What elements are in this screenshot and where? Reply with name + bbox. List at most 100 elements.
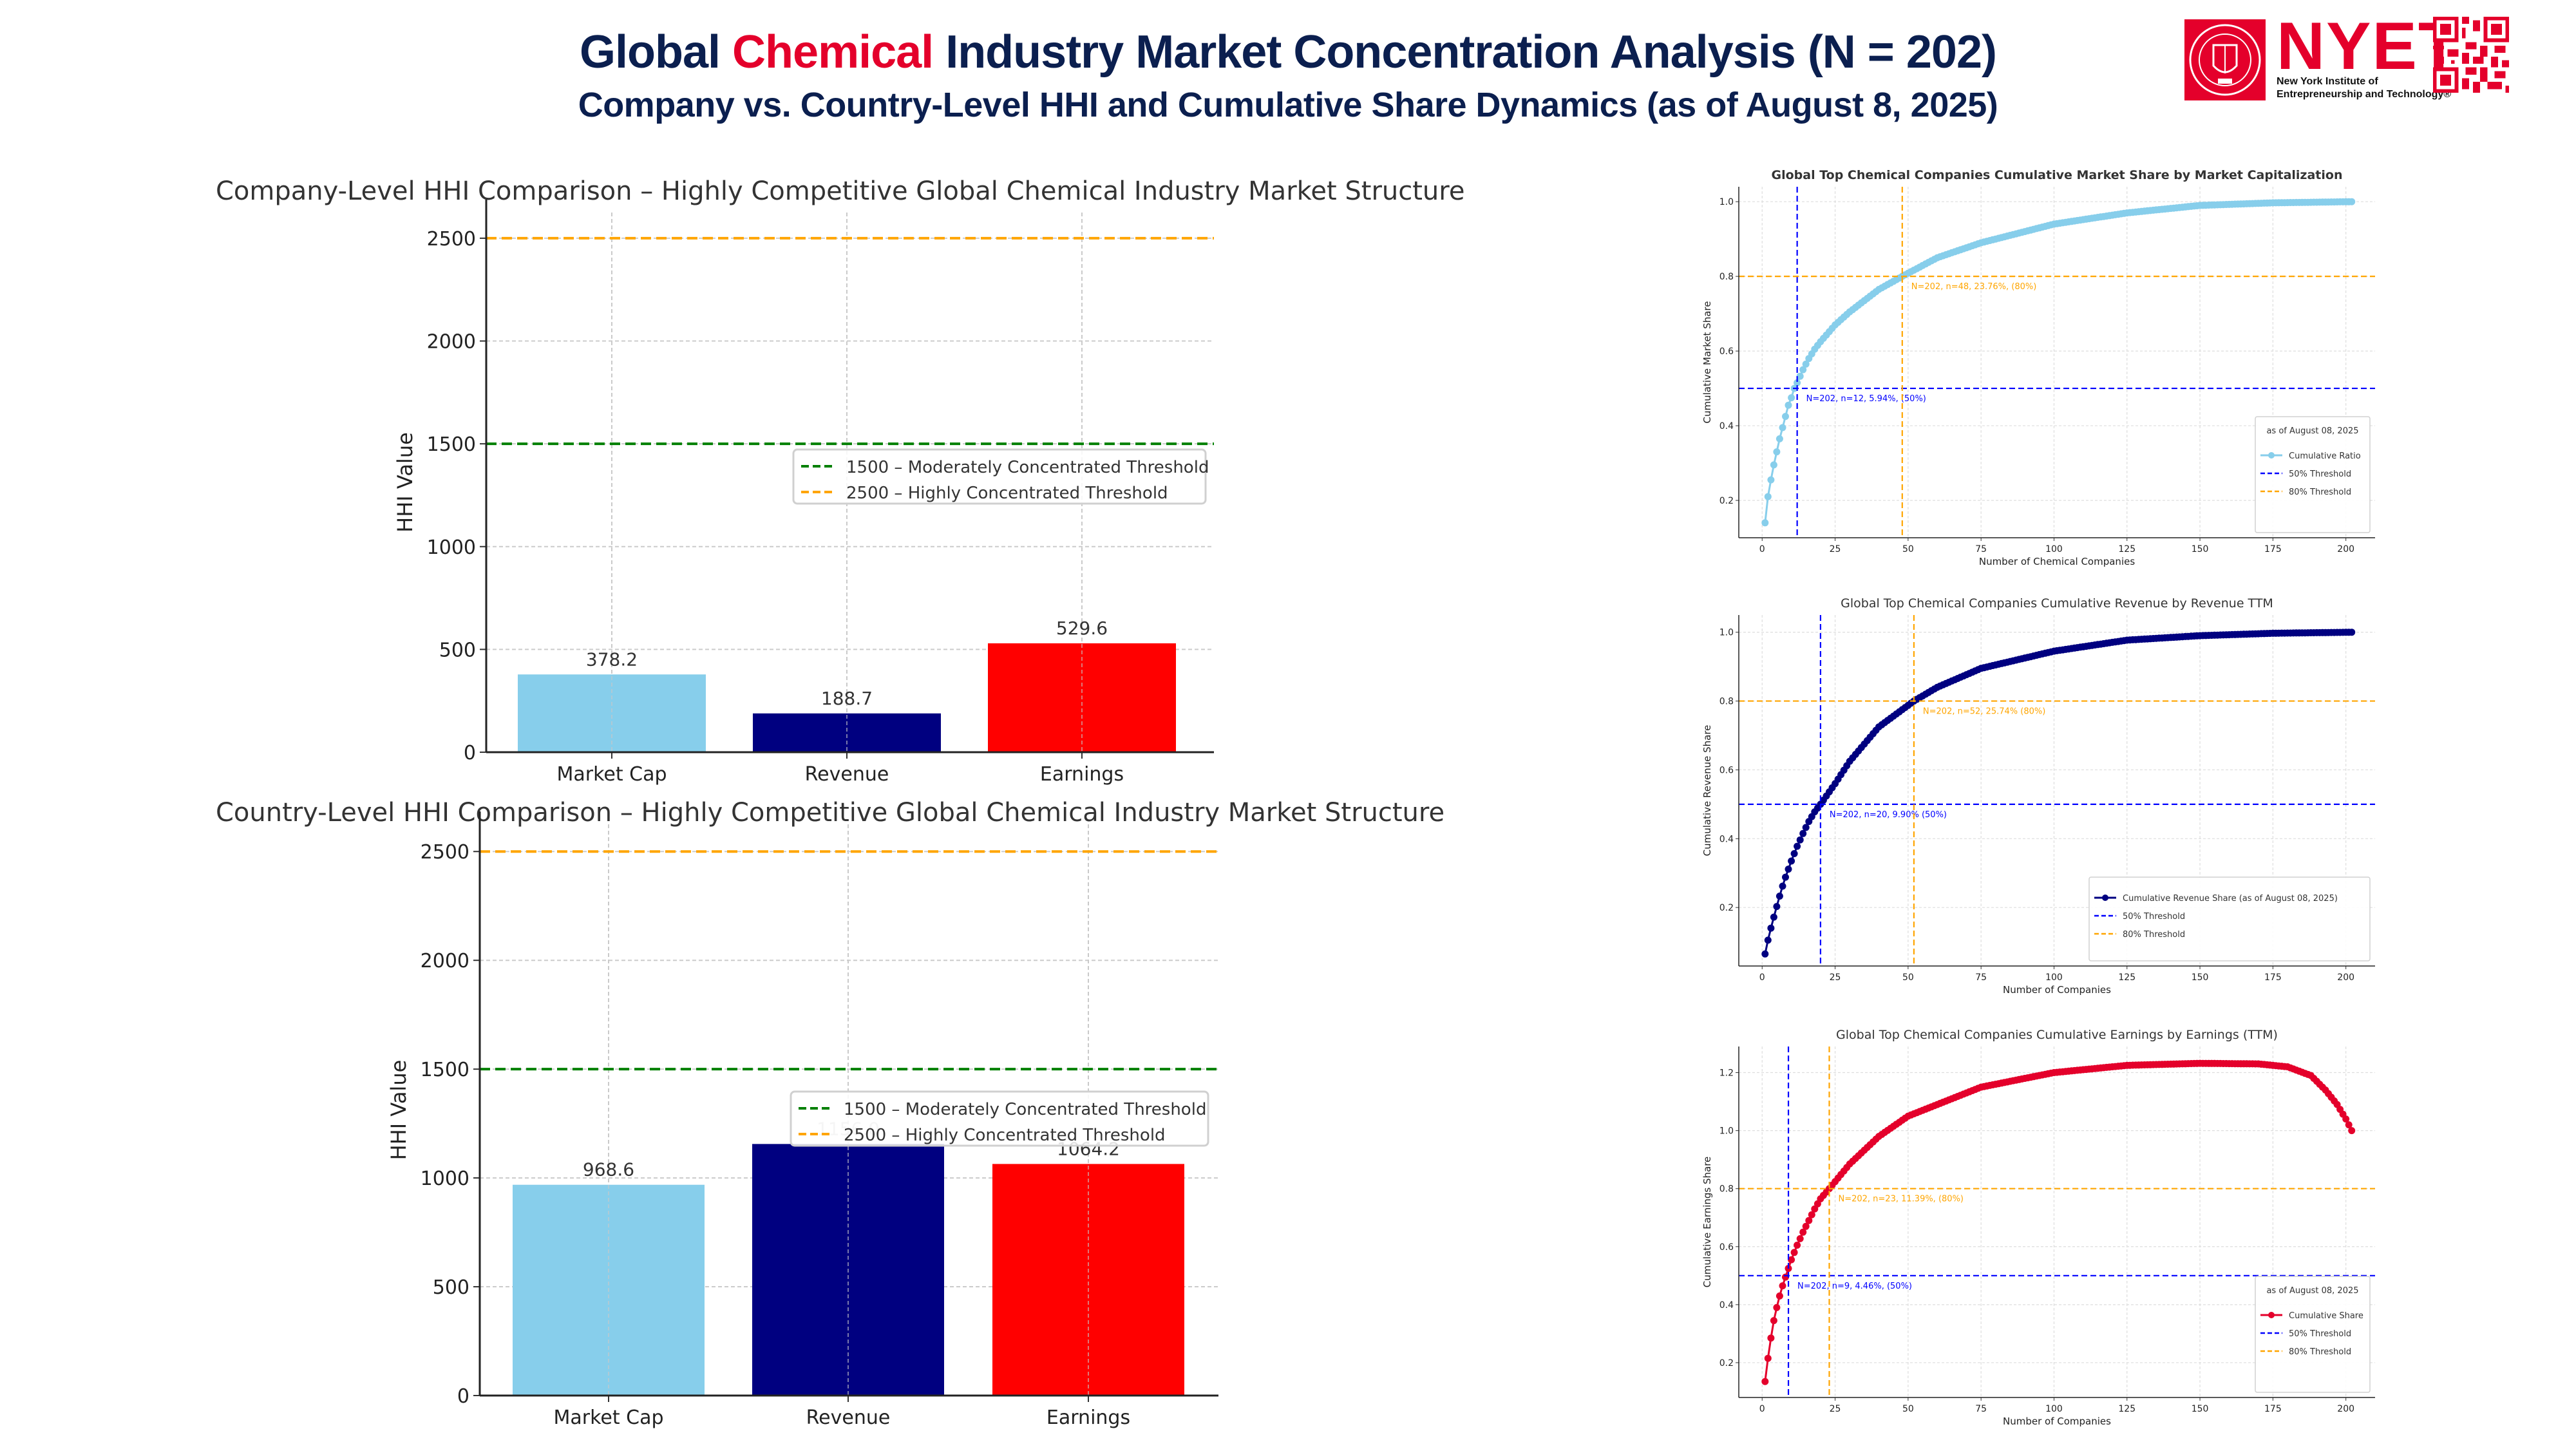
cumulative-revenue-chart: Global Top Chemical Companies Cumulative…: [1701, 596, 2375, 996]
data-point: [2348, 629, 2356, 636]
data-point: [1767, 924, 1775, 932]
bar-revenue: [753, 713, 941, 752]
data-point: [1767, 476, 1775, 484]
x-tick-label: 175: [2264, 1404, 2282, 1414]
y-tick-label: 1.0: [1719, 197, 1734, 207]
series-markers: [1761, 198, 2356, 527]
data-point: [1782, 873, 1789, 881]
data-point: [1799, 1228, 1807, 1236]
x-tick-label: 150: [2192, 544, 2209, 554]
bar-value-label: 968.6: [583, 1159, 634, 1180]
data-point: [1776, 435, 1783, 442]
x-tick-label: 125: [2118, 972, 2136, 983]
data-point: [1788, 857, 1795, 865]
legend-marker: [2268, 1312, 2275, 1318]
data-point: [1764, 1354, 1772, 1362]
legend-box: [2088, 876, 2371, 961]
y-tick-label: 1500: [421, 1059, 469, 1081]
y-tick-label: 1000: [427, 536, 476, 559]
y-tick-label: 0.6: [1719, 765, 1734, 775]
data-point: [1761, 1378, 1769, 1385]
data-point: [1776, 893, 1783, 900]
y-axis-label: HHI Value: [386, 1060, 411, 1160]
y-tick-label: 0: [464, 742, 476, 764]
y-axis-label: HHI Value: [393, 432, 417, 533]
y-tick-label: 2500: [427, 228, 476, 251]
x-tick-label: 175: [2264, 972, 2282, 983]
x-tick-label: 75: [1975, 544, 1987, 554]
bar-market-cap: [518, 674, 706, 752]
data-point: [2342, 1115, 2350, 1123]
x-tick-label: Market Cap: [553, 1406, 663, 1429]
x-tick-label: 0: [1759, 1404, 1765, 1414]
data-point: [1773, 448, 1781, 456]
x-tick-label: 75: [1975, 972, 1987, 983]
qr-code-icon: [2433, 17, 2509, 93]
data-point: [1788, 1256, 1795, 1264]
data-point: [1796, 836, 1804, 844]
x-tick-label: 50: [1902, 972, 1914, 983]
x-tick-label: Market Cap: [556, 763, 667, 786]
title-accent-word: Chemical: [732, 26, 934, 78]
x-tick-label: 50: [1902, 544, 1914, 554]
legend-label: 50% Threshold: [2123, 912, 2185, 922]
legend-box: [2255, 1276, 2371, 1393]
legend-label: 50% Threshold: [2289, 469, 2351, 479]
data-point: [1767, 1334, 1775, 1342]
data-point: [1796, 372, 1804, 380]
company-hhi-bar-chart: Company-Level HHI Comparison – Highly Co…: [216, 176, 1464, 786]
legend-label: Cumulative Ratio: [2289, 451, 2361, 461]
legend-label: Cumulative Share: [2289, 1311, 2363, 1321]
y-tick-label: 1500: [427, 433, 476, 456]
y-tick-label: 0: [457, 1385, 469, 1408]
y-tick-label: 0.4: [1719, 1300, 1734, 1311]
bar-value-label: 188.7: [821, 688, 873, 709]
data-point: [1779, 882, 1786, 890]
data-point: [1782, 413, 1789, 421]
y-tick-label: 500: [439, 639, 476, 661]
page-subtitle: Company vs. Country-Level HHI and Cumula…: [578, 86, 1998, 124]
data-point: [1790, 850, 1798, 857]
y-tick-label: 1000: [421, 1168, 469, 1190]
x-tick-label: Revenue: [805, 763, 889, 786]
data-point: [1773, 903, 1781, 911]
y-tick-label: 1.0: [1719, 1126, 1734, 1137]
data-point: [1808, 1211, 1815, 1218]
data-point: [1790, 1249, 1798, 1256]
x-tick-label: 25: [1830, 544, 1841, 554]
y-tick-label: 2000: [427, 331, 476, 354]
threshold-annotation: N=202, n=12, 5.94%, (50%): [1806, 394, 1926, 404]
legend-label: 2500 – Highly Concentrated Threshold: [844, 1126, 1166, 1145]
legend-label: 80% Threshold: [2289, 1347, 2351, 1357]
logo-wordmark: NYET: [2277, 9, 2461, 84]
threshold-annotation: N=202, n=9, 4.46%, (50%): [1797, 1282, 1912, 1291]
legend-label: 80% Threshold: [2289, 488, 2351, 497]
series-markers: [1761, 1059, 2356, 1385]
y-tick-label: 2000: [421, 950, 469, 972]
university-seal-icon: [2184, 19, 2266, 100]
threshold-annotation: N=202, n=23, 11.39%, (80%): [1838, 1195, 1964, 1204]
data-point: [1788, 394, 1795, 402]
legend-title: as of August 08, 2025: [2266, 1286, 2358, 1296]
legend-label: 80% Threshold: [2123, 930, 2185, 940]
x-tick-label: 150: [2192, 972, 2209, 983]
data-point: [2345, 1121, 2353, 1129]
page-title: Global Chemical Industry Market Concentr…: [580, 26, 1997, 78]
data-point: [1770, 461, 1777, 469]
y-axis-label: Cumulative Earnings Share: [1701, 1157, 1713, 1288]
country-hhi-bar-chart: Country-Level HHI Comparison – Highly Co…: [216, 798, 1444, 1429]
data-point: [1764, 936, 1772, 944]
legend-box: [790, 1090, 1209, 1147]
x-tick-label: 75: [1975, 1404, 1987, 1414]
chart-title: Company-Level HHI Comparison – Highly Co…: [216, 176, 1464, 206]
y-tick-label: 0.6: [1719, 346, 1734, 357]
y-tick-label: 500: [433, 1276, 469, 1299]
threshold-annotation: N=202, n=20, 9.90% (50%): [1830, 810, 1947, 820]
legend-marker: [2102, 895, 2108, 901]
x-tick-label: 100: [2045, 544, 2063, 554]
y-tick-label: 0.2: [1719, 496, 1734, 506]
data-point: [1773, 1303, 1781, 1311]
y-tick-label: 0.2: [1719, 903, 1734, 913]
data-point: [1761, 519, 1769, 527]
legend-marker: [2268, 452, 2275, 459]
